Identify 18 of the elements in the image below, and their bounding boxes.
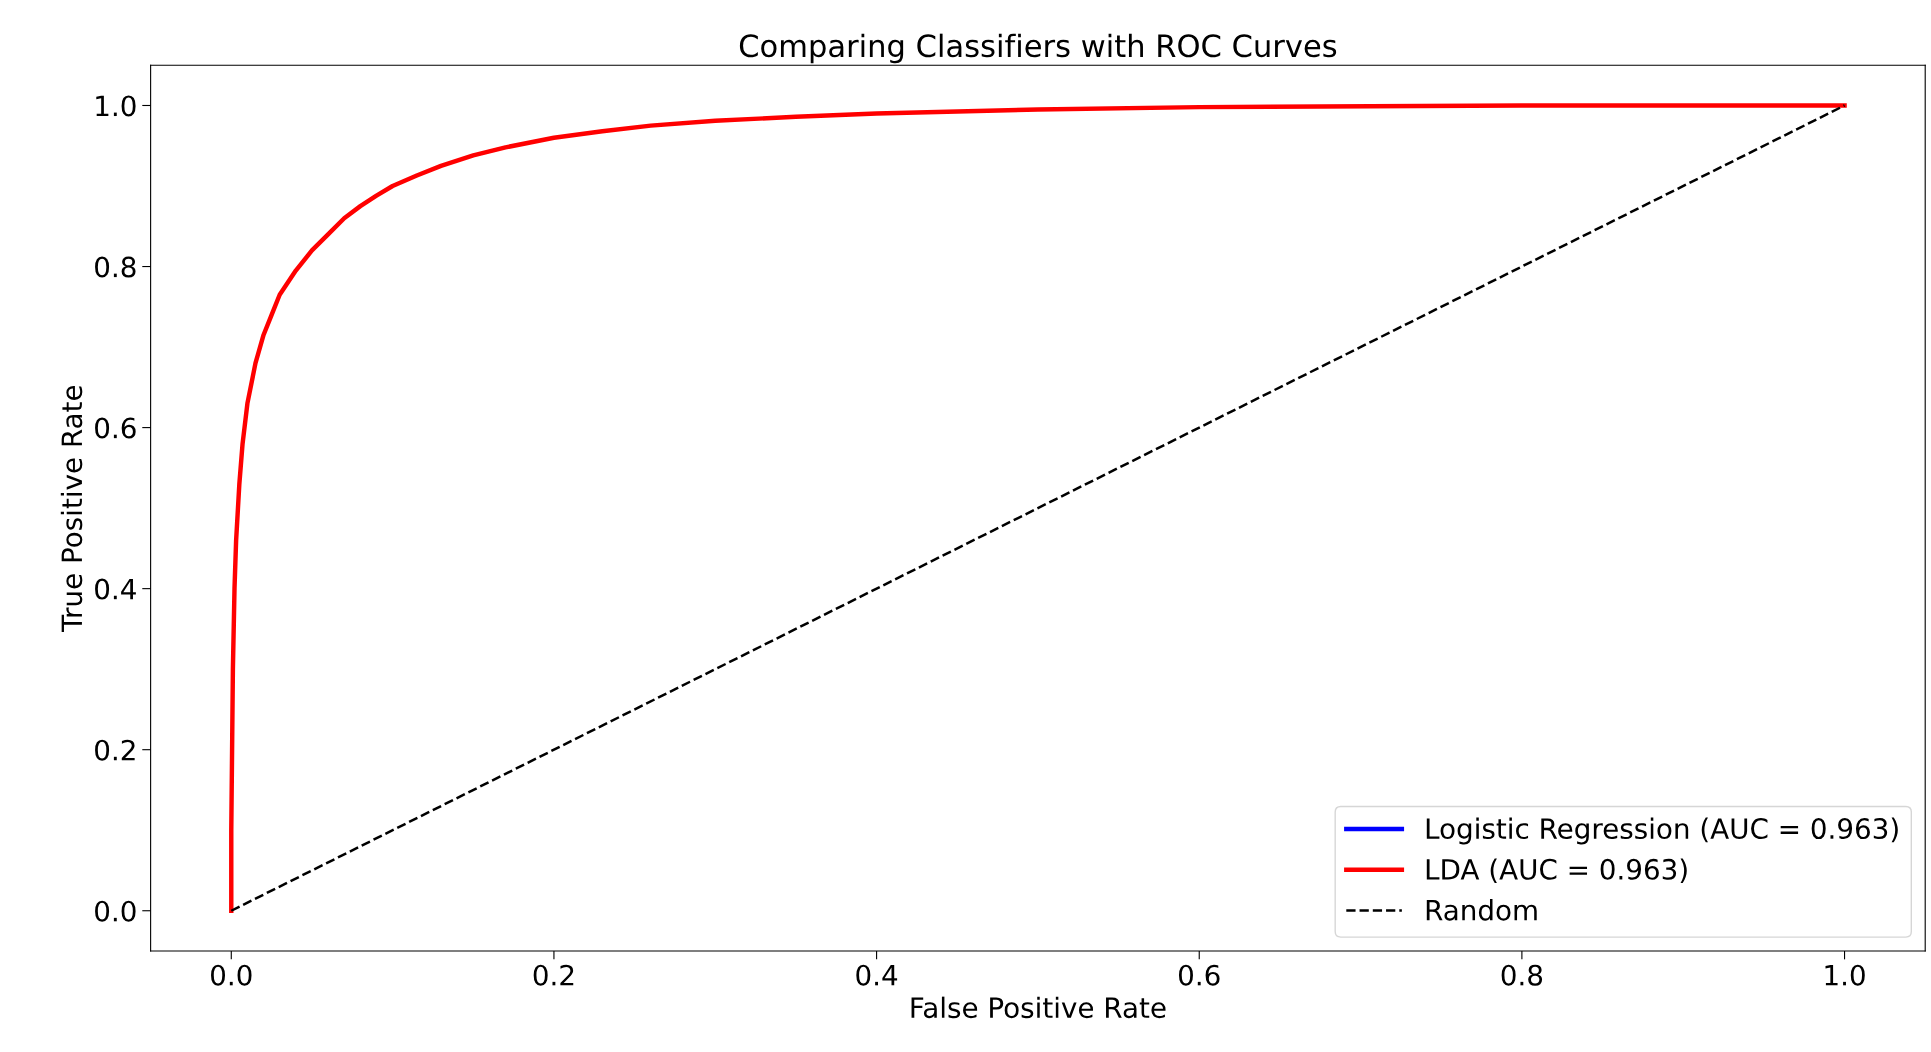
y-tick-label: 0.6 (95, 417, 136, 439)
legend-label: LDA (AUC = 0.963) (1426, 858, 1687, 884)
y-tick-label: 0.0 (95, 900, 136, 922)
y-tick-label: 0.2 (95, 739, 135, 761)
y-tick-label: 0.8 (95, 256, 136, 278)
x-tick-label: 0.4 (856, 964, 898, 986)
x-tick-label: 1.0 (1825, 964, 1865, 986)
x-tick-label: 0.0 (211, 964, 252, 986)
x-axis-title: False Positive Rate (911, 996, 1166, 1019)
x-tick-label: 0.8 (1501, 964, 1543, 986)
y-tick-label: 0.4 (95, 578, 136, 600)
x-tick-label: 0.2 (533, 964, 574, 986)
x-tick-label: 0.6 (1178, 964, 1220, 986)
legend-label: Logistic Regression (AUC = 0.963) (1426, 817, 1898, 845)
y-tick-label: 1.0 (96, 95, 136, 117)
y-axis-title: True Positive Rate (60, 385, 83, 632)
legend-label: Random (1426, 899, 1537, 921)
chart-title: Comparing Classifiers with ROC Curves (739, 33, 1337, 64)
